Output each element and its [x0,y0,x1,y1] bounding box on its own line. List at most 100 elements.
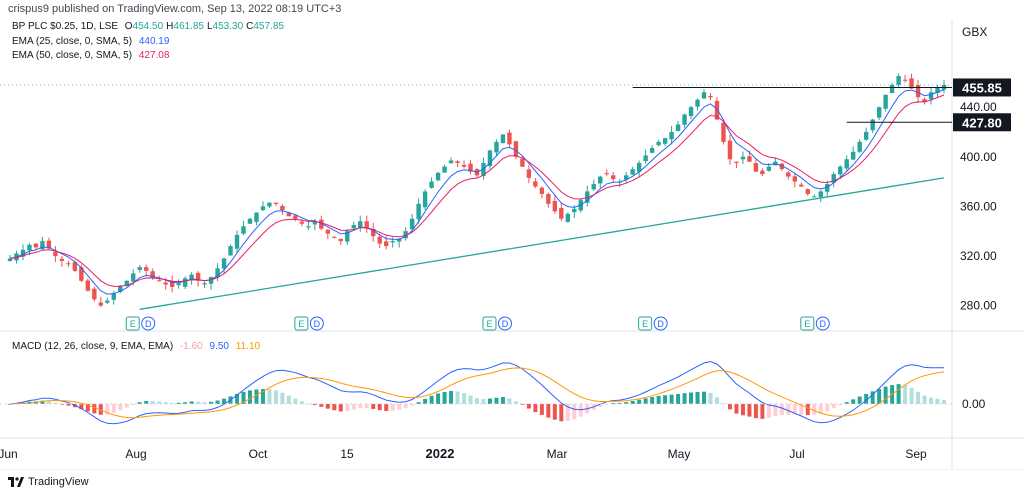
candle-body [105,300,110,303]
macd-histogram-bar [351,403,356,410]
candle-body [345,231,350,242]
macd-histogram-bar [572,403,577,420]
candle-body [144,267,149,271]
macd-histogram-bar [714,397,719,404]
macd-histogram-bar [624,402,629,404]
earnings-marker [800,316,815,331]
macd-histogram-bar [46,401,51,404]
publish-info: crispus9 published on TradingView.com, S… [8,3,342,15]
earnings-marker-label: E [804,319,810,329]
candle-body [215,268,220,278]
macd-tick-label: 0.00 [962,397,986,411]
brand-name: TradingView [28,476,89,488]
tradingview-logo: TradingView [8,476,89,488]
earnings-marker [125,316,140,331]
time-tick-label: May [668,447,691,461]
candle-body [221,258,227,269]
macd-histogram-bar [637,399,642,404]
macd-histogram-bar [163,402,168,404]
ema50-line [9,94,945,287]
macd-histogram-bar [144,400,149,404]
dividend-marker-label: D [657,319,664,329]
candle-body [189,274,194,281]
ohlc-c: C457.85 [246,21,284,32]
candle-body [734,161,739,163]
macd-histogram-bar [209,401,214,404]
ema50-value: 427.08 [138,50,170,61]
candle-body [338,238,343,242]
macd-legend[interactable]: MACD (12, 26, close, 9, EMA, EMA) -1.60 … [12,341,264,352]
macd-histogram-bar [753,403,758,419]
candle-body [682,114,687,125]
candle-body [727,140,733,160]
candle-body [500,134,506,144]
macd-histogram-bar [40,400,45,404]
macd-histogram-bar [559,403,564,422]
symbol-legend[interactable]: BP PLC $0.25, 1D, LSE O454.50 H461.85 L453… [12,21,291,32]
price-badge-label: 427.80 [962,115,1002,130]
macd-histogram-bar [390,403,395,411]
dividend-marker-label: D [145,319,152,329]
macd-histogram-bar [650,397,655,404]
price-tick-label: 320.00 [960,249,997,263]
time-tick-label: Jun [0,447,18,461]
ema25-legend[interactable]: EMA (25, close, 0, SMA, 5) 440.19 [12,36,173,47]
dividend-marker-label: D [314,319,321,329]
macd-histogram-bar [306,403,311,405]
macd-histogram-bar [53,402,58,404]
macd-histogram-bar [883,386,888,404]
macd-histogram-bar [137,402,142,404]
macd-histogram-bar [241,391,246,404]
candle-body [805,189,810,194]
candle-body [915,85,921,98]
macd-histogram-bar [792,403,797,415]
macd-histogram-bar [598,403,603,407]
macd-histogram-bar [617,402,622,404]
macd-histogram-bar [727,403,732,410]
candle-body [909,78,914,89]
macd-histogram-bar [273,390,278,404]
macd-histogram-bar [157,401,162,404]
candle-body [364,221,369,229]
candle-body [766,166,772,171]
macd-histogram-bar [247,390,252,404]
candle-body [662,138,668,144]
macd-histogram-bar [377,403,382,411]
ema50-legend[interactable]: EMA (50, close, 0, SMA, 5) 427.08 [12,50,173,61]
candle-body [526,169,532,178]
candle-body [435,172,441,181]
macd-histogram-bar [105,403,110,415]
ema50-label: EMA (50, close, 0, SMA, 5) [12,50,133,61]
macd-histogram-bar [779,403,784,416]
macd-histogram-bar [85,403,90,412]
support-trendline [139,177,945,310]
price-tick-label: 360.00 [960,199,997,213]
candle-body [40,241,45,250]
candle-body [825,184,830,192]
candle-body [675,124,681,132]
macd-histogram-bar [734,403,739,414]
candle-body [234,234,240,249]
candle-body [169,281,175,287]
candle-body [896,76,901,85]
candle-body [92,288,97,300]
candle-body [695,99,700,107]
macd-histogram-bar [170,402,175,404]
candle-body [195,272,201,281]
macd-histogram-bar [896,384,901,404]
macd-histogram-bar [935,398,940,404]
macd-histogram-bar [79,403,84,410]
candle-body [928,92,934,100]
macd-histogram-bar [831,403,836,409]
candle-body [273,202,279,204]
macd-histogram-bar [552,403,557,420]
earnings-marker-label: E [130,319,136,329]
macd-histogram-bar [702,391,707,404]
candle-body [857,141,862,152]
currency-label: GBX [962,25,987,39]
macd-histogram-bar [799,403,804,415]
macd-line-value: 9.50 [209,341,229,352]
price-tick-label: 400.00 [960,150,997,164]
candle-body [396,238,402,242]
chart-canvas[interactable]: GBX 440.00 400.00 360.00 320.00 280.00 455.85 4… [0,0,1024,470]
